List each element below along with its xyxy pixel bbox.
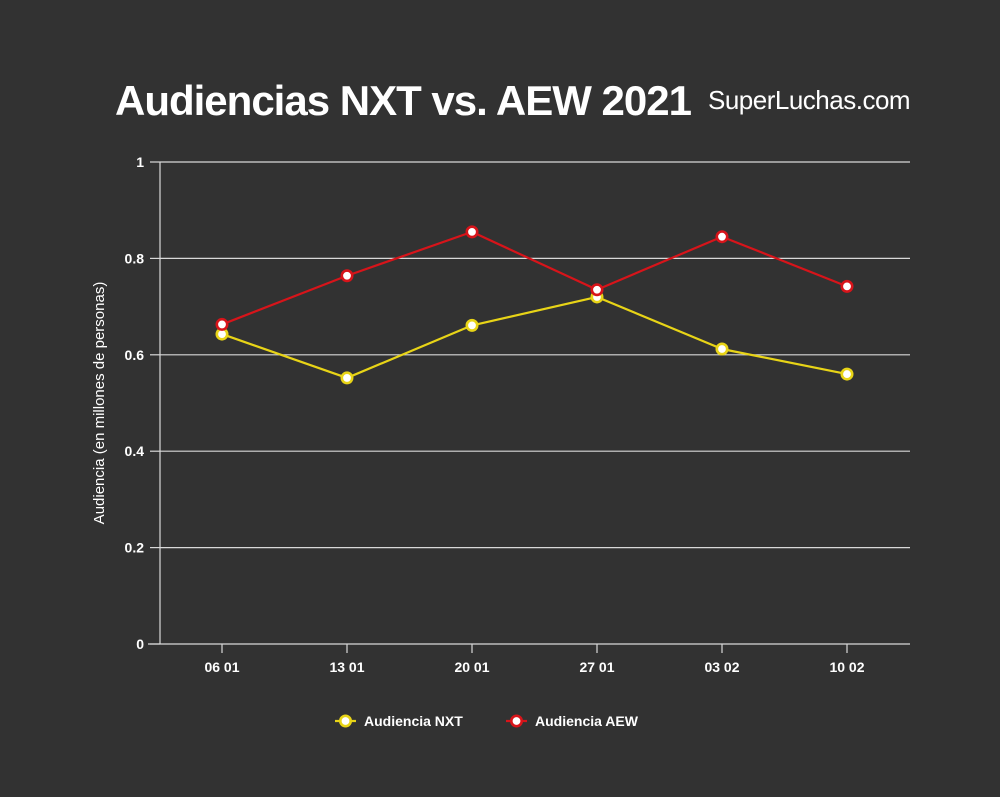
legend-swatch-marker	[509, 714, 523, 728]
x-tick-label: 03 02	[704, 659, 739, 675]
series-layer	[215, 225, 854, 385]
y-tick-label: 0.4	[125, 443, 145, 459]
gridlines	[160, 161, 910, 549]
data-point	[715, 342, 729, 356]
legend-label: Audiencia NXT	[364, 713, 463, 729]
data-point	[215, 317, 229, 331]
series-nxt	[215, 290, 854, 385]
y-axis: 0 0.2 0.4 0.6 0.8 1	[125, 154, 161, 652]
x-tick-label: 27 01	[579, 659, 614, 675]
chart-title: Audiencias NXT vs. AEW 2021	[115, 77, 692, 124]
x-tick-label: 20 01	[454, 659, 489, 675]
data-point	[465, 318, 479, 332]
data-point	[465, 225, 479, 239]
y-tick-label: 0.8	[125, 250, 145, 266]
data-point	[840, 367, 854, 381]
series-aew	[215, 225, 854, 331]
legend-label: Audiencia AEW	[535, 713, 639, 729]
legend-item: Audiencia AEW	[506, 713, 639, 729]
series-line	[221, 230, 848, 326]
y-axis-label: Audiencia (en millones de personas)	[91, 282, 108, 525]
x-tick-label: 10 02	[829, 659, 864, 675]
x-tick-label: 13 01	[329, 659, 364, 675]
legend-swatch-marker	[338, 714, 352, 728]
data-point	[715, 230, 729, 244]
brand-label: SuperLuchas.com	[708, 85, 910, 115]
data-point	[590, 283, 604, 297]
legend-item: Audiencia NXT	[335, 713, 463, 729]
data-point	[340, 269, 354, 283]
y-tick-label: 0	[136, 636, 144, 652]
legend: Audiencia NXT Audiencia AEW	[335, 713, 639, 729]
y-tick-label: 1	[136, 154, 144, 170]
y-tick-label: 0.2	[125, 540, 145, 556]
data-point	[840, 279, 854, 293]
x-axis: 06 01 13 01 20 01 27 01 03 02 10 02	[148, 643, 910, 675]
y-tick-label: 0.6	[125, 347, 145, 363]
data-point	[340, 371, 354, 385]
series-line	[221, 295, 848, 380]
x-tick-label: 06 01	[204, 659, 239, 675]
